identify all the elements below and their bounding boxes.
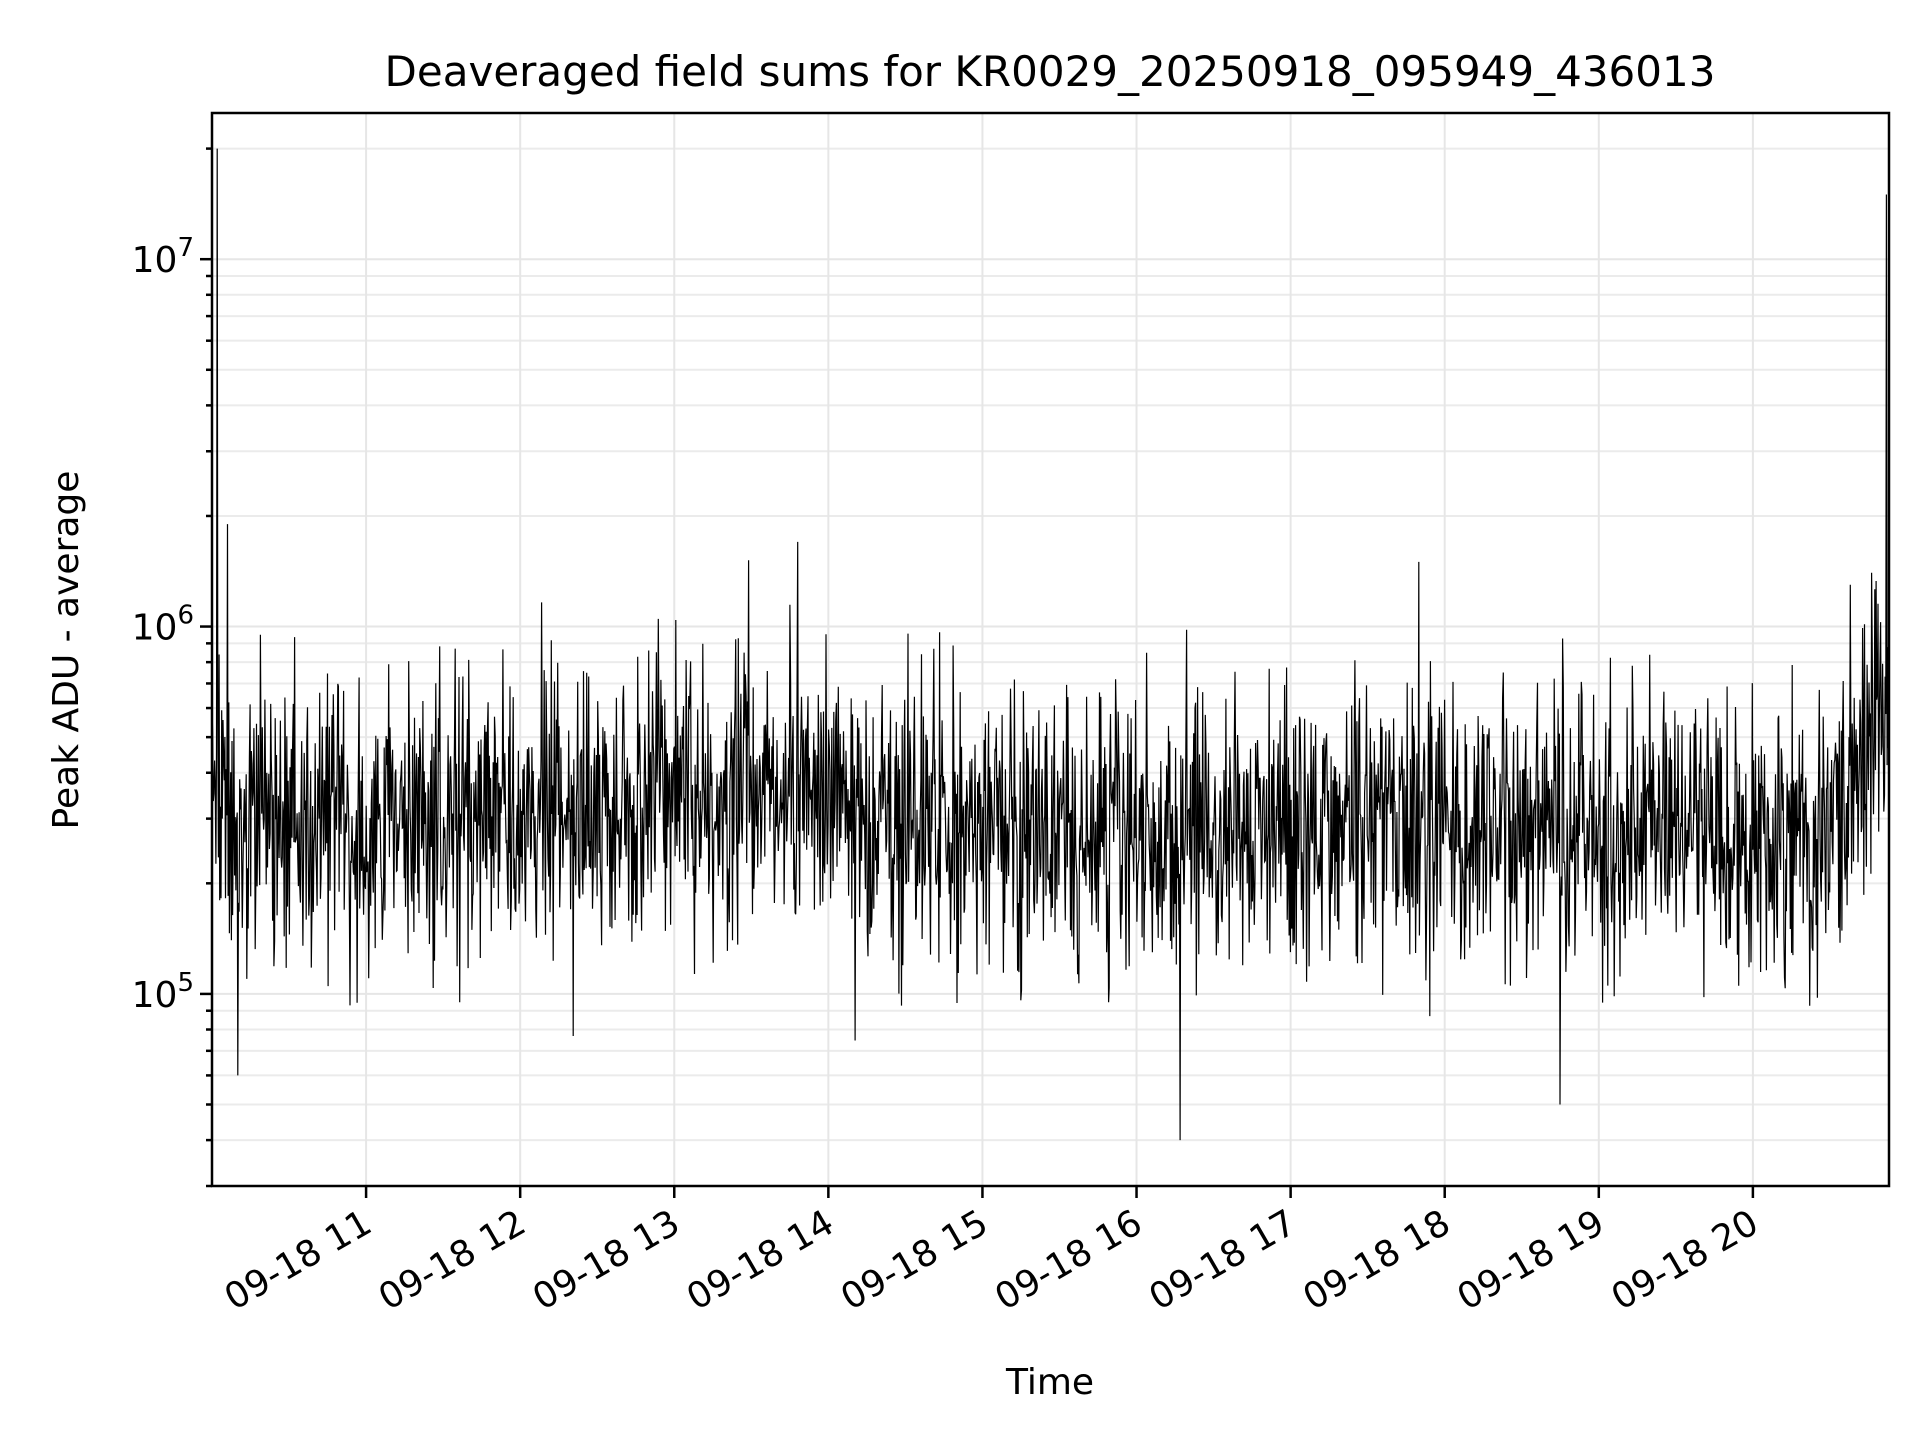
series-layer — [211, 148, 1890, 1141]
plot-frame — [210, 111, 1891, 1188]
y-axis-label: Peak ADU - average — [46, 471, 87, 830]
y-tick-label: 107 — [132, 233, 194, 281]
chart-title: Deaveraged field sums for KR0029_2025091… — [385, 47, 1716, 96]
series-line — [211, 148, 1890, 1141]
y-tick-label: 105 — [132, 968, 194, 1016]
x-axis-label: Time — [1005, 1362, 1094, 1403]
y-tick-label: 106 — [132, 601, 194, 649]
